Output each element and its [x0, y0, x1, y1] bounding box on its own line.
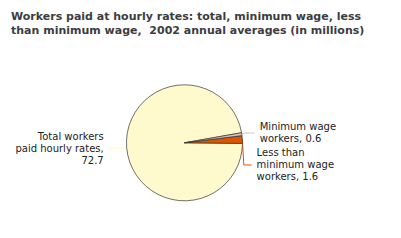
svg-text:workers, 1.6: workers, 1.6: [257, 171, 319, 182]
svg-text:Workers paid at hourly rates:: Workers paid at hourly rates: total, min…: [11, 10, 361, 23]
svg-text:Minimum wage: Minimum wage: [260, 121, 336, 132]
svg-text:Total workers: Total workers: [37, 131, 104, 142]
svg-text:72.7: 72.7: [81, 155, 103, 166]
svg-text:than minimum wage, 2002 annua: than minimum wage, 2002 annual averages …: [11, 24, 364, 37]
svg-text:workers, 0.6: workers, 0.6: [260, 133, 322, 144]
svg-text:paid hourly rates,: paid hourly rates,: [15, 143, 103, 154]
svg-text:Less than: Less than: [257, 147, 305, 158]
svg-text:minimum wage: minimum wage: [257, 159, 334, 170]
